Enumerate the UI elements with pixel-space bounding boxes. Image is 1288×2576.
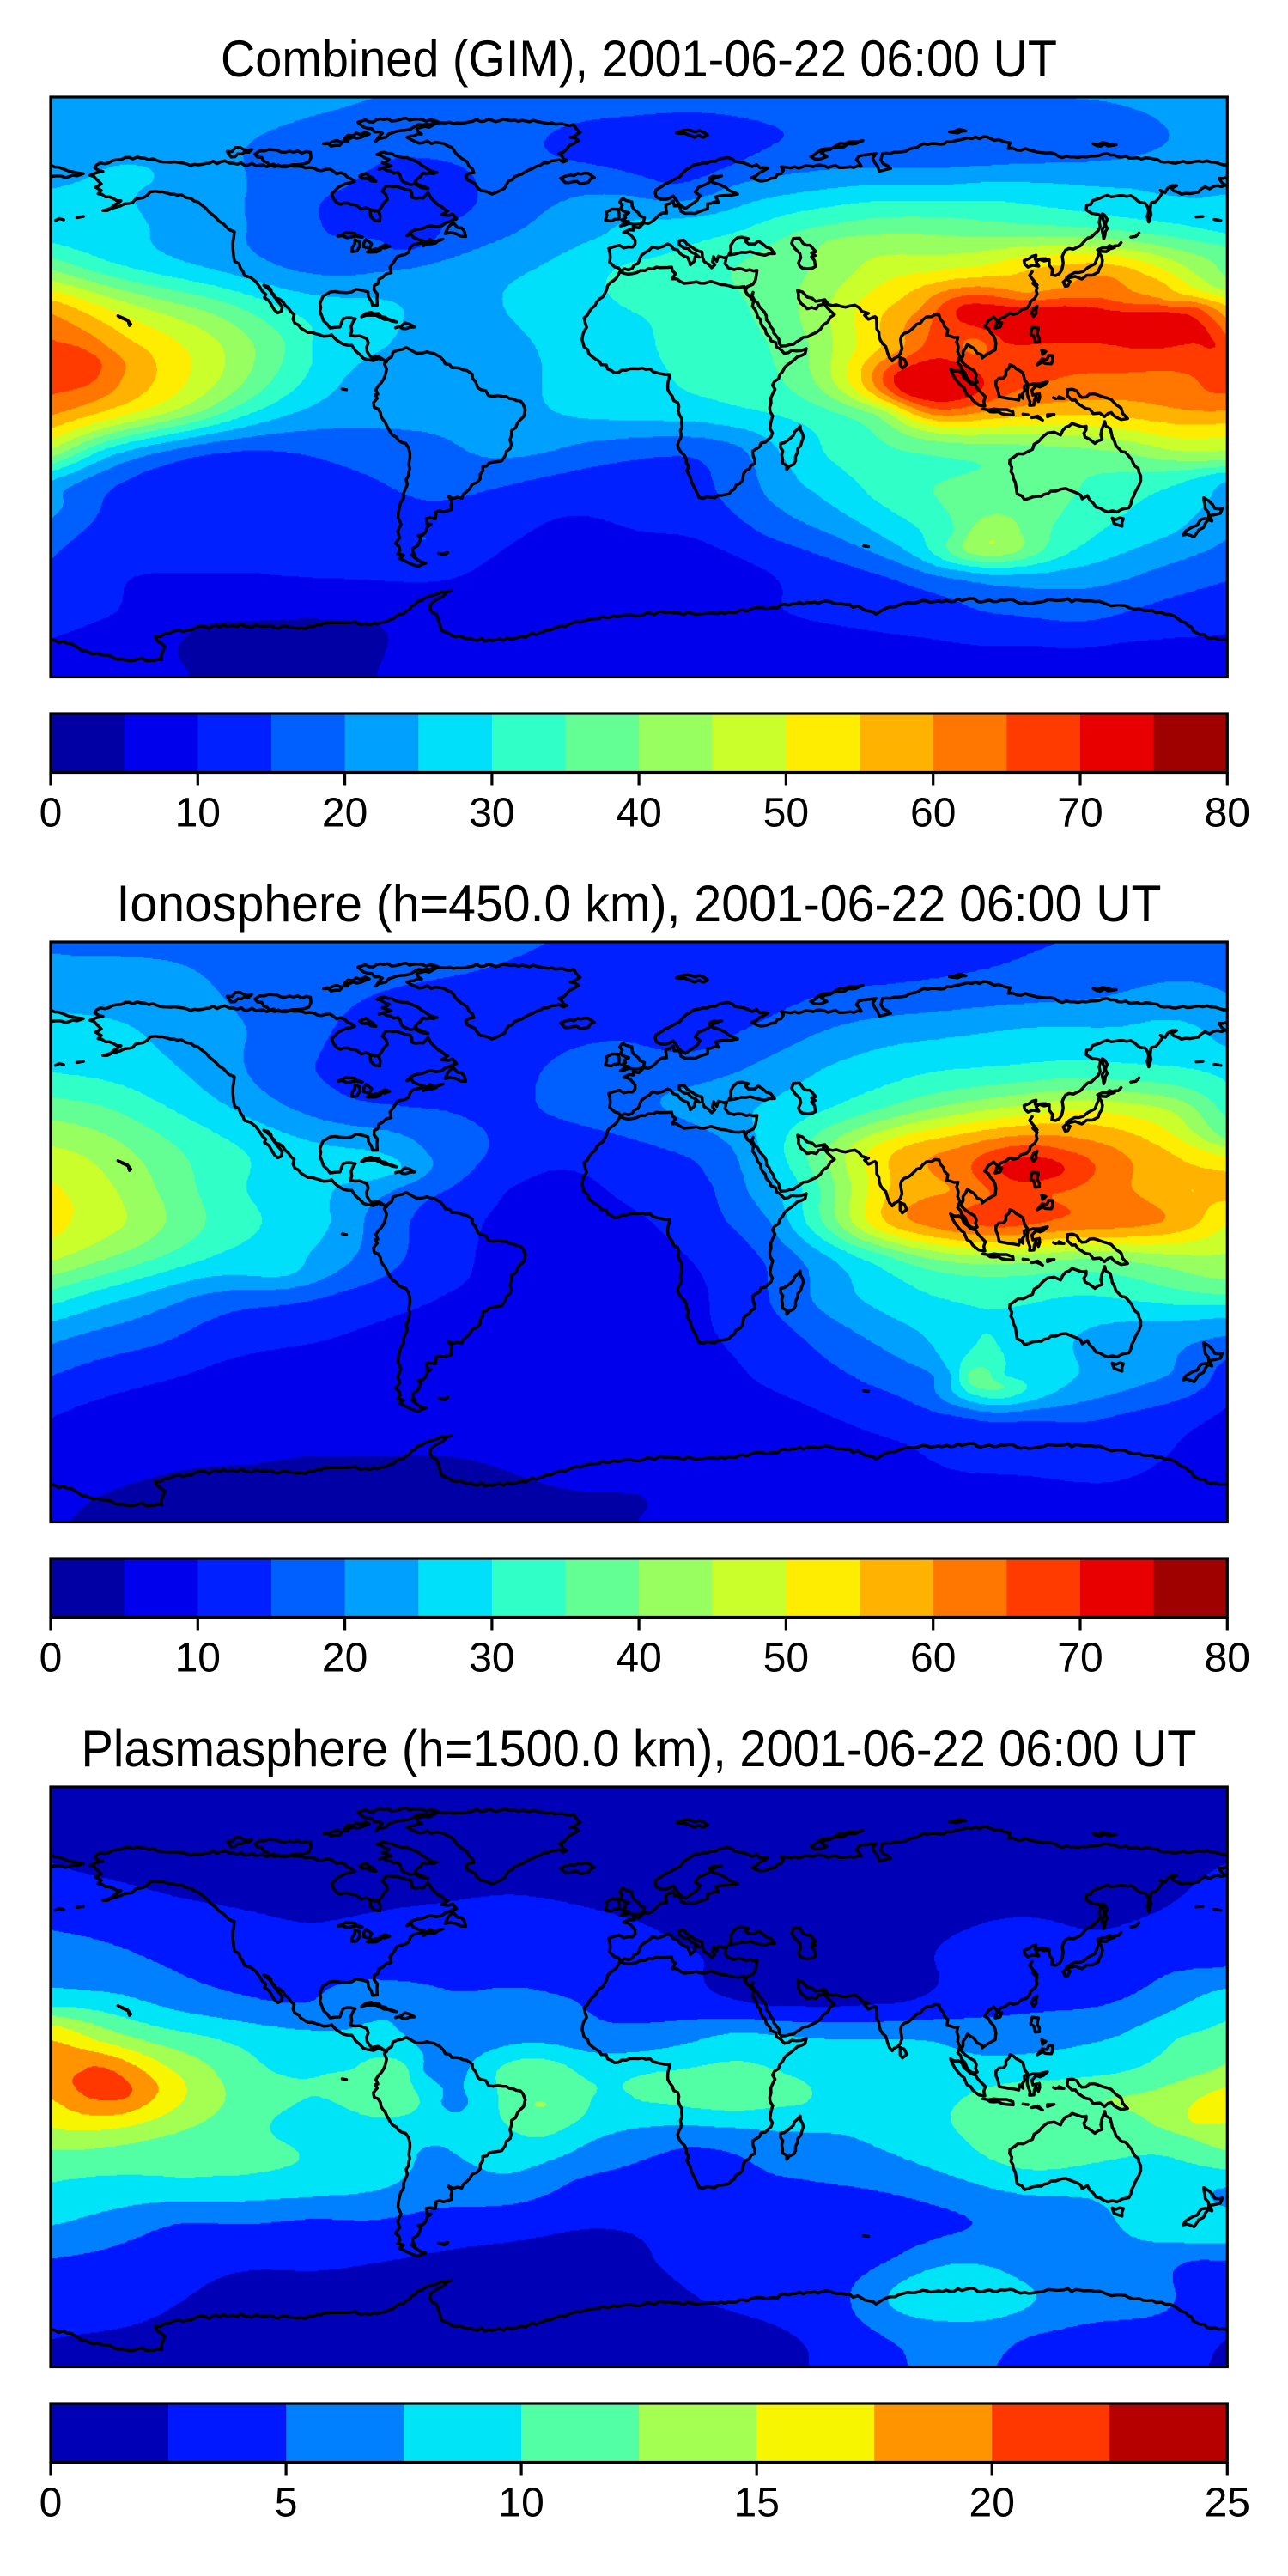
- svg-text:10: 10: [175, 791, 221, 836]
- svg-text:0: 0: [39, 791, 63, 836]
- svg-text:20: 20: [969, 2481, 1015, 2526]
- svg-text:10: 10: [175, 1636, 221, 1681]
- svg-text:20: 20: [322, 791, 368, 836]
- svg-text:40: 40: [616, 791, 661, 836]
- svg-text:30: 30: [469, 1636, 514, 1681]
- svg-text:20: 20: [322, 1636, 368, 1681]
- svg-text:50: 50: [763, 1636, 809, 1681]
- svg-text:50: 50: [763, 791, 809, 836]
- svg-text:Plasmasphere (h=1500.0 km), 20: Plasmasphere (h=1500.0 km), 2001-06-22 0…: [82, 1720, 1197, 1777]
- svg-text:25: 25: [1205, 2481, 1250, 2526]
- svg-text:Ionosphere (h=450.0 km), 2001: Ionosphere (h=450.0 km), 2001-06-22 06:0…: [117, 875, 1162, 933]
- svg-text:70: 70: [1057, 791, 1103, 836]
- svg-text:70: 70: [1057, 1636, 1103, 1681]
- svg-text:10: 10: [498, 2481, 544, 2526]
- svg-text:Combined (GIM), 2001-06-22 06:: Combined (GIM), 2001-06-22 06:00 UT: [221, 30, 1057, 88]
- svg-text:40: 40: [616, 1636, 661, 1681]
- svg-text:60: 60: [910, 1636, 956, 1681]
- svg-text:5: 5: [275, 2481, 298, 2526]
- svg-text:60: 60: [910, 791, 956, 836]
- svg-text:80: 80: [1205, 791, 1250, 836]
- svg-text:30: 30: [469, 791, 514, 836]
- svg-text:15: 15: [734, 2481, 780, 2526]
- svg-text:0: 0: [39, 2481, 63, 2526]
- svg-text:80: 80: [1205, 1636, 1250, 1681]
- svg-text:0: 0: [39, 1636, 63, 1681]
